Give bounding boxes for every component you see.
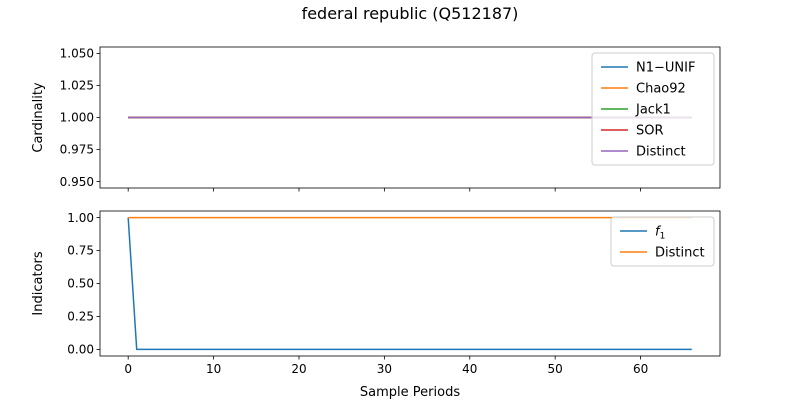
- y-tick-label: 0.25: [67, 310, 94, 324]
- x-axis-label: Sample Periods: [360, 385, 460, 400]
- x-tick-label: 0: [124, 362, 132, 376]
- y-axis-label: Cardinality: [31, 82, 46, 153]
- legend-label: N1−UNIF: [636, 61, 695, 76]
- legend: N1−UNIF Chao92 Jack1 SOR Distinct: [591, 52, 715, 166]
- series-line-1-0: [127, 217, 692, 351]
- legend-label: Distinct: [636, 145, 686, 160]
- legend-label: SOR: [636, 124, 664, 139]
- y-tick-label: 0.00: [67, 343, 94, 357]
- x-tick-label: 40: [462, 362, 477, 376]
- y-tick-label: 0.50: [67, 277, 94, 291]
- y-tick-label: 0.975: [60, 143, 94, 157]
- y-tick-label: 0.75: [67, 244, 94, 258]
- legend: f1 Distinct: [610, 216, 715, 267]
- legend-label: Jack1: [635, 103, 671, 118]
- y-axis-label: Indicators: [31, 251, 46, 315]
- y-tick-label: 0.950: [60, 175, 94, 189]
- indicators-panel: 0 10 20 30 40 50 60 0.00 0.25 0.50 0.75 1.00 Indicat…: [31, 210, 721, 400]
- x-tick-label: 60: [633, 362, 648, 376]
- legend-box: [610, 216, 715, 267]
- y-tick-label: 1.050: [60, 47, 94, 61]
- x-tick-label: 20: [291, 362, 306, 376]
- y-tick-label: 1.00: [67, 211, 94, 225]
- y-tick-label: 1.000: [60, 111, 94, 125]
- legend-label: f1: [655, 225, 665, 242]
- legend-label: Chao92: [636, 82, 686, 97]
- x-tick-label: 10: [206, 362, 221, 376]
- cardinality-panel: 0.950 0.975 1.000 1.025 1.050 Cardinality N1−U…: [31, 46, 721, 192]
- x-tick-label: 30: [377, 362, 392, 376]
- figure-title: federal republic (Q512187): [302, 4, 519, 23]
- legend-label: Distinct: [655, 246, 705, 261]
- x-tick-label: 50: [548, 362, 563, 376]
- y-tick-label: 1.025: [60, 79, 94, 93]
- legend-box: [591, 52, 715, 166]
